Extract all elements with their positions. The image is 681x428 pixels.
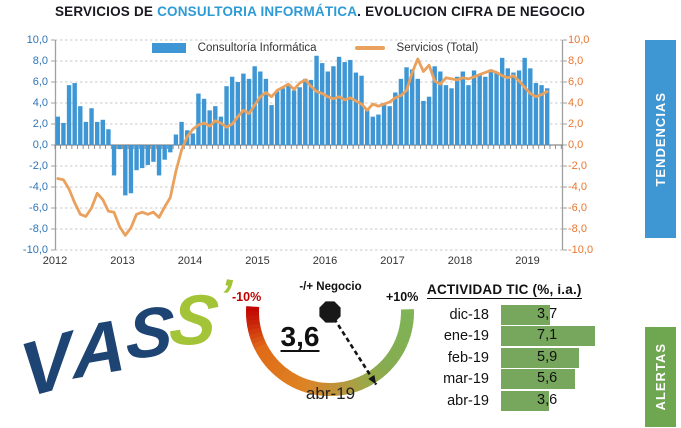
gauge-value: 3,6 [280, 321, 320, 352]
x-axis-year-label: 2019 [515, 255, 540, 267]
gauge-canvas [245, 301, 414, 397]
tic-row: ene-19 7,1 [427, 326, 653, 348]
y-axis-left-tick: -2,0 [29, 160, 48, 172]
gauge-needle [328, 311, 378, 386]
tic-row-value: 5,6 [537, 370, 558, 387]
gauge-knob-icon [319, 301, 341, 323]
tic-row-label: abr-19 [447, 392, 489, 409]
bar-series-swatch [151, 43, 186, 53]
tic-row-bar [501, 304, 550, 325]
tendencias-banner: TENDENCIAS [645, 40, 676, 238]
x-axis-year-label: 2017 [380, 255, 405, 267]
tic-row-bar [501, 326, 595, 347]
gauge-arc [245, 306, 414, 397]
y-axis-left-tick: -4,0 [29, 181, 48, 193]
page-title: SERVICIOS DE CONSULTORIA INFORMÁTICA. EV… [10, 4, 630, 19]
tic-row-label: mar-19 [443, 371, 489, 388]
y-axis-right-tick: -4,0 [568, 181, 587, 193]
tic-row-label: feb-19 [447, 349, 489, 366]
x-axis-year-label: 2018 [447, 255, 473, 267]
x-axis-year-label: 2015 [245, 255, 270, 267]
y-axis-right-tick: 8,0 [568, 55, 584, 67]
tic-row-value: 5,9 [537, 348, 558, 365]
tic-row-bar [501, 347, 579, 368]
y-axis-right-tick: 6,0 [568, 76, 584, 88]
chart-canvas [51, 39, 567, 251]
tic-row: abr-19 3,6 [427, 390, 653, 412]
title-highlight: CONSULTORIA INFORMÁTICA [157, 4, 358, 19]
logo-letter: A [71, 302, 128, 395]
bar-series [55, 55, 550, 196]
alertas-banner-label: ALERTAS [653, 343, 668, 411]
chart-legend: Consultoría Informática Servicios (Total… [100, 40, 530, 56]
tic-table-rows: dic-18 3,7 ene-19 7,1 feb-19 5,9 mar-19 5,6 abr-… [427, 304, 653, 412]
tic-row-barwrap: 7,1 [501, 326, 653, 347]
line-series-label: Servicios (Total) [396, 42, 479, 54]
y-axis-left-tick: 10,0 [26, 34, 48, 46]
tic-row-barwrap: 3,6 [501, 390, 653, 411]
y-axis-right-tick: 4,0 [568, 97, 584, 109]
y-axis-left-tick: 0,0 [32, 139, 48, 151]
month-ticks [54, 145, 562, 149]
y-axis-right-tick: -6,0 [568, 202, 587, 214]
y-axis-right-tick: -2,0 [568, 160, 587, 172]
vass-logo: V A S S’ [13, 268, 241, 428]
tic-row-bar [501, 390, 549, 411]
x-axis-year-label: 2016 [312, 255, 338, 267]
y-axis-right-tick: -10,0 [568, 244, 594, 256]
evolution-chart [51, 39, 567, 251]
line-series-swatch [354, 46, 385, 50]
y-axis-left-tick: 2,0 [32, 118, 48, 130]
gauge-min-label: -10% [232, 290, 262, 304]
y-axis-right-tick: 10,0 [568, 34, 590, 46]
tic-row-barwrap: 5,9 [501, 347, 653, 368]
tic-row-bar [501, 369, 575, 390]
tic-row-label: dic-18 [449, 306, 490, 323]
negocio-gauge: -/+ Negocio -10% +10% 3,6 abr-19 [228, 281, 433, 427]
actividad-tic-table: ACTIVIDAD TIC (%, i.a.) dic-18 3,7 ene-19 7… [427, 281, 653, 412]
y-axis-right-tick: 0,0 [568, 139, 584, 151]
y-axis-left-tick: 6,0 [32, 76, 48, 88]
x-axis-year-label: 2014 [177, 255, 203, 267]
tendencias-banner-label: TENDENCIAS [653, 91, 668, 187]
y-axis-left-tick: -6,0 [29, 202, 48, 214]
x-axis-year-label: 2013 [110, 255, 135, 267]
tic-row: dic-18 3,7 [427, 304, 653, 326]
tic-row: feb-19 5,9 [427, 347, 653, 369]
gauge-max-label: +10% [386, 290, 419, 304]
y-axis-right-tick: -8,0 [568, 223, 587, 235]
line-series [56, 57, 549, 237]
y-axis-left-tick: 8,0 [32, 55, 48, 67]
tic-row: mar-19 5,6 [427, 369, 653, 391]
y-axis-right-tick: 2,0 [568, 118, 584, 130]
gauge-title: -/+ Negocio [299, 281, 362, 293]
tic-row-value: 3,7 [537, 305, 558, 322]
x-axis-year-label: 2012 [42, 255, 68, 267]
logo-letter: V [14, 314, 79, 415]
tic-table-title: ACTIVIDAD TIC (%, i.a.) [427, 282, 582, 299]
y-axis-left-tick: -8,0 [29, 223, 48, 235]
gauge-period: abr-19 [305, 384, 356, 403]
y-axis-left-tick: 4,0 [32, 97, 48, 109]
title-prefix: SERVICIOS DE [54, 4, 158, 19]
tic-row-value: 3,6 [537, 391, 558, 408]
tic-row-barwrap: 3,7 [501, 304, 653, 325]
y-axis-left-tick: -10,0 [22, 244, 48, 256]
tic-row-value: 7,1 [537, 327, 558, 344]
tic-row-label: ene-19 [443, 328, 489, 345]
alertas-banner: ALERTAS [645, 327, 676, 427]
tic-row-barwrap: 5,6 [501, 369, 653, 390]
bar-series-label: Consultoría Informática [197, 42, 317, 54]
title-suffix: . EVOLUCION CIFRA DE NEGOCIO [357, 4, 586, 19]
